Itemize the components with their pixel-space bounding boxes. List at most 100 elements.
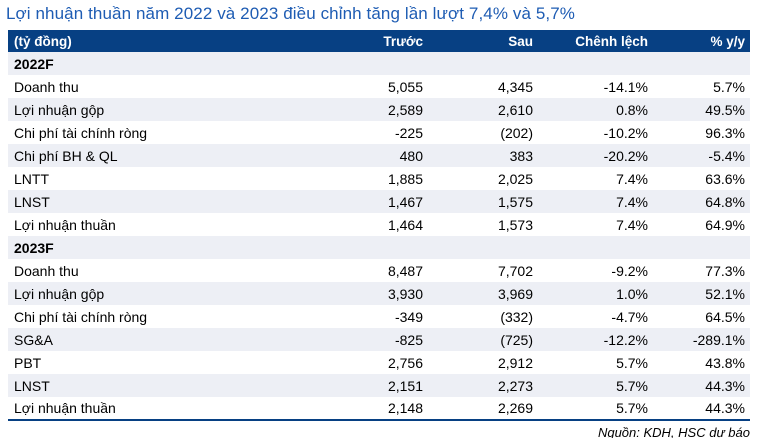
table-row: Lợi nhuận thuần 1,464 1,573 7.4% 64.9% [8, 213, 750, 236]
row-label-cell: PBT [14, 354, 42, 371]
chenh-lech-cell: 5.7% [616, 354, 648, 371]
table-row: LNTT 1,885 2,025 7.4% 63.6% [8, 167, 750, 190]
row-label-cell: Doanh thu [14, 78, 79, 95]
row-label-cell: LNST [14, 193, 50, 210]
truoc-cell: 8,487 [387, 262, 423, 279]
chenh-lech-cell: -12.2% [603, 331, 648, 348]
truoc-cell: 2,756 [387, 354, 423, 371]
truoc-cell: -825 [394, 331, 423, 348]
truoc-cell: -225 [394, 124, 423, 141]
chenh-lech-cell: 1.0% [616, 285, 648, 302]
truoc-cell: 3,930 [387, 285, 423, 302]
section-label: 2023F [14, 239, 54, 256]
yoy-cell: 96.3% [705, 124, 745, 141]
row-label-cell: LNST [14, 377, 50, 394]
truoc-cell: 2,151 [387, 377, 423, 394]
yoy-cell: 44.3% [705, 400, 745, 416]
table-row: LNST 1,467 1,575 7.4% 64.8% [8, 190, 750, 213]
sau-cell: 2,273 [497, 377, 533, 394]
sau-cell: (202) [500, 124, 533, 141]
chenh-lech-cell: -4.7% [611, 308, 648, 325]
sau-cell: 1,575 [497, 193, 533, 210]
row-label-cell: Lợi nhuận gộp [14, 101, 105, 118]
table-row: LNST 2,151 2,273 5.7% 44.3% [8, 374, 750, 397]
yoy-cell: 64.5% [705, 308, 745, 325]
truoc-cell: 1,464 [387, 216, 423, 233]
column-header-unit: (tỷ đồng) [8, 30, 328, 52]
table-header-row: (tỷ đồng) Trước Sau Chênh lệch % y/y [8, 30, 750, 52]
column-header-chenh-lech: Chênh lệch [538, 30, 653, 52]
sau-cell: 2,610 [497, 101, 533, 118]
row-label-cell: SG&A [14, 331, 53, 348]
yoy-cell: 49.5% [705, 101, 745, 118]
table-body: 2022F Doanh thu 5,055 4,345 -14.1% 5.7% … [8, 52, 750, 420]
table-row: Lợi nhuận thuần 2,148 2,269 5.7% 44.3% [8, 397, 750, 420]
truoc-cell: 2,589 [387, 101, 423, 118]
sau-cell: 383 [509, 147, 533, 164]
chenh-lech-cell: 0.8% [616, 101, 648, 118]
chenh-lech-cell: -10.2% [603, 124, 648, 141]
yoy-cell: 63.6% [705, 170, 745, 187]
yoy-cell: 64.8% [705, 193, 745, 210]
source-note: Nguồn: KDH, HSC dự báo [597, 425, 750, 438]
sau-cell: 2,269 [497, 400, 533, 416]
yoy-cell: 64.9% [705, 216, 745, 233]
section-header-row: 2023F [8, 236, 750, 259]
truoc-cell: 1,885 [387, 170, 423, 187]
column-header-yoy: % y/y [653, 30, 750, 52]
yoy-cell: 44.3% [705, 377, 745, 394]
row-label-cell: Lợi nhuận thuần [14, 216, 116, 233]
table-row: Chi phí BH & QL 480 383 -20.2% -5.4% [8, 144, 750, 167]
chenh-lech-cell: -20.2% [603, 147, 648, 164]
yoy-cell: -5.4% [708, 147, 745, 164]
sau-cell: 1,573 [497, 216, 533, 233]
yoy-cell: 5.7% [713, 78, 745, 95]
table-row: Chi phí tài chính ròng -349 (332) -4.7% … [8, 305, 750, 328]
sau-cell: 2,025 [497, 170, 533, 187]
truoc-cell: 2,148 [387, 400, 423, 416]
chenh-lech-cell: 7.4% [616, 216, 648, 233]
yoy-cell: 77.3% [705, 262, 745, 279]
table-row: SG&A -825 (725) -12.2% -289.1% [8, 328, 750, 351]
yoy-cell: -289.1% [692, 331, 745, 348]
column-header-truoc: Trước [328, 30, 428, 52]
forecast-table: (tỷ đồng) Trước Sau Chênh lệch % y/y 202… [8, 30, 750, 421]
table-row: Chi phí tài chính ròng -225 (202) -10.2%… [8, 121, 750, 144]
sau-cell: 7,702 [497, 262, 533, 279]
row-label-cell: Chi phí tài chính ròng [14, 308, 148, 325]
table-row: PBT 2,756 2,912 5.7% 43.8% [8, 351, 750, 374]
chenh-lech-cell: 5.7% [616, 377, 648, 394]
chenh-lech-cell: -9.2% [611, 262, 648, 279]
row-label-cell: Lợi nhuận thuần [14, 400, 116, 416]
sau-cell: (725) [500, 331, 533, 348]
section-label: 2022F [14, 55, 54, 72]
truoc-cell: 480 [399, 147, 423, 164]
chenh-lech-cell: 5.7% [616, 400, 648, 416]
row-label-cell: Doanh thu [14, 262, 79, 279]
chenh-lech-cell: 7.4% [616, 193, 648, 210]
table-row: Doanh thu 5,055 4,345 -14.1% 5.7% [8, 75, 750, 98]
truoc-cell: 1,467 [387, 193, 423, 210]
sau-cell: 2,912 [497, 354, 533, 371]
truoc-cell: -349 [394, 308, 423, 325]
page-title: Lợi nhuận thuần năm 2022 và 2023 điều ch… [6, 4, 576, 23]
yoy-cell: 43.8% [705, 354, 745, 371]
sau-cell: 4,345 [497, 78, 533, 95]
table-row: Lợi nhuận gộp 2,589 2,610 0.8% 49.5% [8, 98, 750, 121]
row-label-cell: Lợi nhuận gộp [14, 285, 105, 302]
table-header: (tỷ đồng) Trước Sau Chênh lệch % y/y [8, 30, 750, 52]
row-label-cell: LNTT [14, 170, 49, 187]
row-label-cell: Chi phí tài chính ròng [14, 124, 148, 141]
chenh-lech-cell: -14.1% [603, 78, 648, 95]
row-label-cell: Chi phí BH & QL [14, 147, 118, 164]
yoy-cell: 52.1% [705, 285, 745, 302]
sau-cell: 3,969 [497, 285, 533, 302]
sau-cell: (332) [500, 308, 533, 325]
chenh-lech-cell: 7.4% [616, 170, 648, 187]
section-header-row: 2022F [8, 52, 750, 75]
table-row: Lợi nhuận gộp 3,930 3,969 1.0% 52.1% [8, 282, 750, 305]
table-row: Doanh thu 8,487 7,702 -9.2% 77.3% [8, 259, 750, 282]
column-header-sau: Sau [428, 30, 538, 52]
truoc-cell: 5,055 [387, 78, 423, 95]
